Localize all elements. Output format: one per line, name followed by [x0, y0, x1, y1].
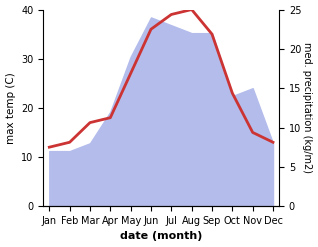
Y-axis label: max temp (C): max temp (C): [5, 72, 16, 144]
Y-axis label: med. precipitation (kg/m2): med. precipitation (kg/m2): [302, 42, 313, 173]
X-axis label: date (month): date (month): [120, 231, 202, 242]
